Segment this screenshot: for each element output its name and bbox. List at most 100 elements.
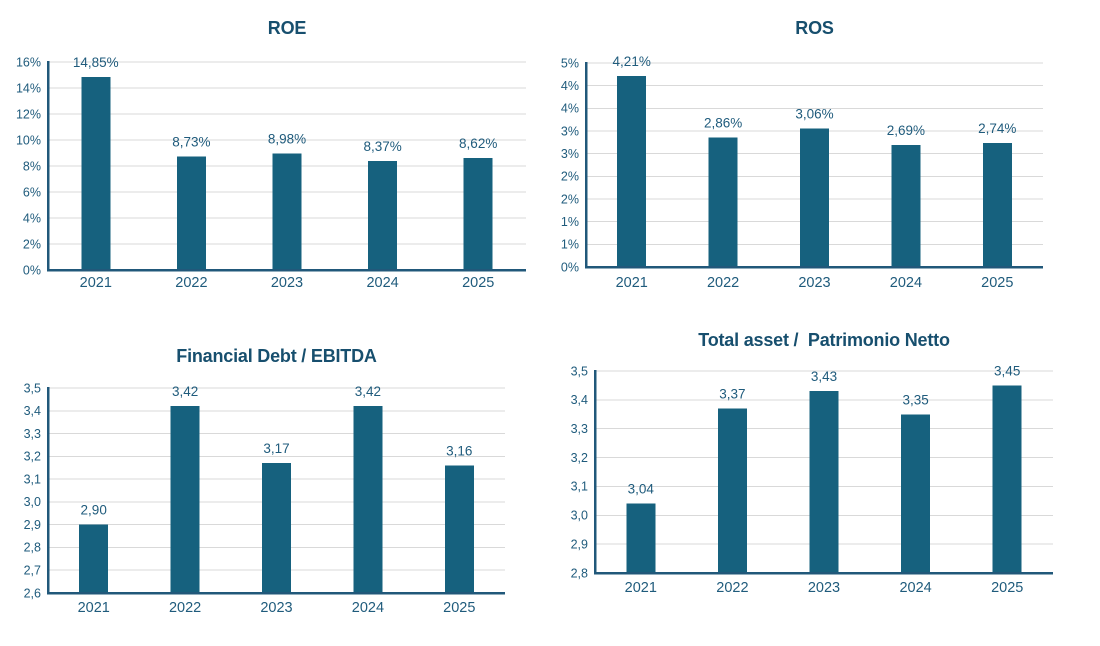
x-category-label: 2021 [625, 580, 657, 596]
x-category-label: 2025 [981, 275, 1013, 291]
x-category-label: 2024 [366, 275, 398, 291]
y-tick-label: 0% [23, 263, 41, 277]
chart-ros: ROS 0% 1% 1% 2% 2% 3% 3% 4% 4% 5% 4,21% 2021 2,86% 20… [550, 0, 1100, 320]
y-tick-label: 3,2 [24, 450, 41, 464]
y-tick-label: 3,3 [571, 422, 588, 436]
y-tick-label: 4% [23, 211, 41, 225]
chart-title-roe: ROE [267, 18, 307, 38]
y-tick-label: 16% [16, 55, 41, 69]
x-category-label: 2025 [991, 580, 1023, 596]
chart-title-total-asset-patrimonio-netto: Total asset / Patrimonio Netto [698, 330, 950, 350]
x-category-label: 2021 [78, 600, 110, 616]
y-tick-label: 3,4 [24, 404, 41, 418]
value-label: 8,62% [459, 136, 497, 151]
value-label: 14,85% [73, 55, 119, 70]
x-category-label: 2022 [169, 600, 201, 616]
bar-2023 [272, 153, 302, 270]
y-tick-label: 1% [561, 238, 579, 252]
x-category-label: 2021 [616, 275, 648, 291]
value-label: 2,69% [887, 123, 925, 138]
value-label: 3,45 [994, 363, 1020, 378]
x-category-label: 2023 [271, 275, 303, 291]
bar-2025 [444, 465, 474, 593]
y-tick-label: 4% [561, 79, 579, 93]
bar-2024 [368, 161, 398, 270]
bar-2023 [800, 128, 829, 267]
bar-2025 [982, 142, 1012, 267]
bar-2021 [626, 503, 656, 573]
y-tick-label: 2% [561, 170, 579, 184]
value-label: 8,98% [268, 131, 306, 146]
value-label: 3,43 [811, 369, 837, 384]
y-tick-label: 1% [561, 215, 579, 229]
y-tick-label: 0% [561, 260, 579, 274]
y-tick-label: 3,1 [571, 480, 588, 494]
y-tick-label: 12% [16, 107, 41, 121]
value-label: 4,21% [613, 54, 651, 69]
x-category-label: 2024 [899, 580, 931, 596]
bar-2023 [809, 391, 839, 573]
y-tick-label: 5% [561, 56, 579, 70]
x-category-label: 2023 [798, 275, 830, 291]
y-tick-label: 3,5 [24, 381, 41, 395]
y-tick-label: 3,2 [571, 451, 588, 465]
y-tick-label: 14% [16, 81, 41, 95]
y-tick-label: 2,6 [24, 586, 41, 600]
chart-total-asset-patrimonio-netto: Total asset / Patrimonio Netto 2,8 2,9 3,0… [550, 320, 1100, 646]
financial-debt-ebitda-bar-plot: 2,6 2,7 2,8 2,9 3,0 3,1 3,2 3,3 3,4 3,5 2,90 2021 3,… [24, 381, 505, 616]
y-tick-label: 6% [23, 185, 41, 199]
y-tick-label: 3,4 [571, 393, 588, 407]
y-tick-label: 3% [561, 147, 579, 161]
y-tick-label: 3,3 [24, 427, 41, 441]
bar-2021 [617, 76, 647, 267]
x-category-label: 2022 [716, 580, 748, 596]
y-tick-label: 10% [16, 133, 41, 147]
chart-roe: ROE 0% 2% 4% 6% 8% 10% 12% 14% 16% 14,85% 2021 8,73… [0, 0, 550, 320]
value-label: 3,37 [719, 387, 745, 402]
value-label: 3,16 [446, 443, 472, 458]
value-label: 3,35 [902, 392, 928, 407]
y-tick-label: 3,0 [24, 495, 41, 509]
y-tick-label: 2% [23, 237, 41, 251]
y-tick-label: 2% [561, 192, 579, 206]
bar-2021 [79, 524, 109, 593]
ros-bar-plot: 0% 1% 1% 2% 2% 3% 3% 4% 4% 5% 4,21% 2021 2,86% 2022 3,… [561, 54, 1043, 291]
bar-2025 [463, 157, 493, 270]
y-tick-label: 2,9 [24, 518, 41, 532]
bar-2021 [81, 76, 111, 270]
chart-financial-debt-ebitda: Financial Debt / EBITDA 2,6 2,7 2,8 2,9 3,0 3… [0, 320, 550, 646]
value-label: 2,90 [81, 503, 107, 518]
value-label: 3,17 [263, 441, 289, 456]
bar-2022 [717, 408, 747, 573]
x-category-label: 2024 [352, 600, 384, 616]
y-tick-label: 3,0 [571, 509, 588, 523]
y-tick-label: 2,8 [24, 541, 41, 555]
value-label: 3,06% [795, 106, 833, 121]
value-label: 8,37% [363, 139, 401, 154]
chart-title-financial-debt-ebitda: Financial Debt / EBITDA [176, 346, 377, 366]
x-category-label: 2025 [462, 275, 494, 291]
value-label: 3,04 [628, 482, 655, 497]
y-tick-label: 3,1 [24, 472, 41, 486]
chart-title-ros: ROS [795, 18, 834, 38]
roe-bar-plot: 0% 2% 4% 6% 8% 10% 12% 14% 16% 14,85% 2021 8,73% 202… [16, 55, 526, 291]
x-category-label: 2022 [707, 275, 739, 291]
bar-2022 [176, 156, 206, 270]
bar-2024 [901, 414, 931, 573]
x-category-label: 2023 [260, 600, 292, 616]
bar-2024 [353, 406, 383, 593]
y-tick-label: 4% [561, 102, 579, 116]
total-asset-patrimonio-netto-bar-plot: 2,8 2,9 3,0 3,1 3,2 3,3 3,4 3,5 3,04 2021 3,37 2022… [571, 363, 1053, 596]
bar-2022 [708, 137, 738, 267]
value-label: 3,42 [355, 384, 381, 399]
bar-2023 [262, 463, 291, 593]
x-category-label: 2021 [80, 275, 112, 291]
y-tick-label: 2,8 [571, 566, 588, 580]
y-tick-label: 2,7 [24, 564, 41, 578]
bar-2025 [992, 385, 1022, 573]
y-tick-label: 2,9 [571, 537, 588, 551]
y-tick-label: 8% [23, 159, 41, 173]
bar-2024 [891, 145, 921, 267]
x-category-label: 2022 [175, 275, 207, 291]
